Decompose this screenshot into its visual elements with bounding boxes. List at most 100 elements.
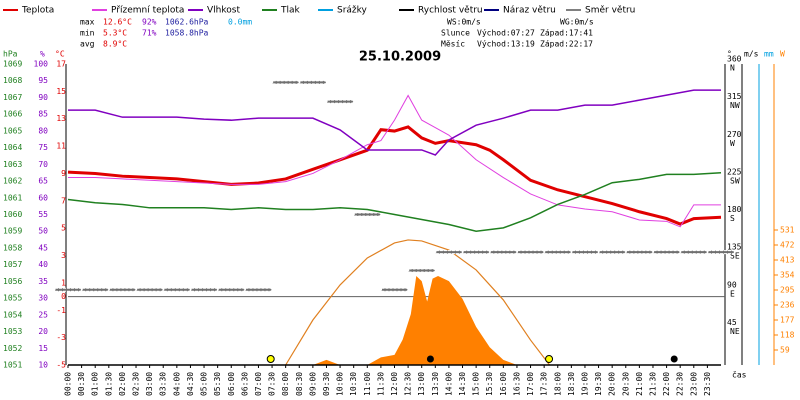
info-text: Západ:17:41 (540, 29, 593, 38)
x-tick-label: 02:30 (132, 372, 141, 396)
direction-mark (435, 250, 463, 255)
y-tick-label: 60 (38, 193, 48, 202)
legend-label: Přízemní teplota (111, 6, 184, 16)
stat-text: 1058.8hPa (165, 29, 209, 38)
y-tick-label: 1055 (3, 294, 22, 303)
stat-text: 92% (142, 18, 157, 27)
y-tick-label: -1 (56, 306, 66, 315)
y-tick-label: 1057 (3, 260, 22, 269)
direction-mark (381, 287, 408, 292)
direction-mark (244, 287, 272, 292)
x-tick-label: 12:00 (390, 372, 399, 396)
x-tick-label: 23:30 (703, 372, 712, 396)
moon-event (670, 355, 678, 363)
y-tick-label: 15 (38, 344, 48, 353)
compass-label: SE (730, 252, 740, 261)
y3-tick-label: 531 (780, 226, 795, 235)
info-text: WG:0m/s (560, 18, 594, 27)
series-line (67, 171, 722, 232)
direction-mark (136, 287, 164, 292)
direction-mark (489, 250, 517, 255)
sun-curve (285, 239, 551, 366)
x-tick-label: 03:30 (159, 372, 168, 396)
compass-label: N (730, 64, 735, 73)
x-tick-label: 11:00 (363, 372, 372, 396)
y-tick-label: 55 (38, 210, 48, 219)
stat-text: 5.3°C (103, 29, 127, 38)
x-tick-label: 04:00 (172, 372, 181, 396)
x-tick-label: 11:30 (376, 372, 385, 396)
y3-tick-label: 295 (780, 286, 795, 295)
stat-text: min (80, 29, 95, 38)
y3-tick-label: 59 (780, 346, 790, 355)
legend-label: Teplota (21, 6, 54, 16)
y-tick-label: 11 (56, 142, 66, 151)
y-tick-label: 85 (38, 110, 48, 119)
y2-tick-label: 135 (727, 243, 742, 252)
x-tick-label: 10:30 (349, 372, 358, 396)
y-tick-label: 9 (61, 169, 66, 178)
compass-label: S (730, 214, 735, 223)
info-text: WS:0m/s (447, 18, 481, 27)
info-text: Západ:22:17 (540, 40, 593, 49)
axis-unit: ° (727, 50, 732, 59)
y3-tick-label: 118 (780, 331, 795, 340)
y-tick-label: 1065 (3, 126, 22, 135)
x-tick-label: 02:00 (118, 372, 127, 396)
y-tick-label: 35 (38, 277, 48, 286)
y-tick-label: 0 (61, 292, 66, 301)
chart-title: 25.10.2009 (359, 50, 441, 65)
x-tick-label: 13:30 (431, 372, 440, 396)
y-tick-label: 50 (38, 227, 48, 236)
axis-unit: čas (732, 370, 747, 380)
stat-text: 12.6°C (103, 18, 132, 27)
y-tick-label: 40 (38, 260, 48, 269)
x-tick-label: 20:30 (621, 372, 630, 396)
legend-label: Rychlost větru (418, 6, 483, 16)
stat-text: avg (80, 40, 95, 49)
y2-tick-label: 180 (727, 205, 742, 214)
compass-label: NW (730, 101, 740, 110)
direction-mark (598, 250, 626, 255)
y-tick-label: 1 (61, 278, 66, 287)
direction-mark (544, 250, 572, 255)
x-tick-label: 15:00 (472, 372, 481, 396)
y-tick-label: 70 (38, 160, 48, 169)
x-tick-label: 15:30 (485, 372, 494, 396)
x-tick-label: 05:00 (200, 372, 209, 396)
direction-mark (217, 287, 245, 292)
direction-mark (108, 287, 136, 292)
y-tick-label: 20 (38, 327, 48, 336)
compass-label: W (730, 139, 735, 148)
y-tick-label: 1064 (3, 143, 22, 152)
y-tick-label: 1069 (3, 60, 22, 69)
x-tick-label: 00:00 (64, 372, 73, 396)
y-tick-label: 3 (61, 251, 66, 260)
legend-label: Směr větru (585, 6, 635, 16)
legend-label: Vlhkost (207, 6, 240, 16)
x-tick-label: 01:30 (104, 372, 113, 396)
legend-label: Náraz větru (503, 6, 556, 16)
x-tick-label: 09:00 (308, 372, 317, 396)
x-tick-label: 21:00 (635, 372, 644, 396)
sun-event (266, 355, 275, 363)
series-line (68, 94, 721, 228)
x-tick-label: 13:00 (417, 372, 426, 396)
y-tick-label: -3 (56, 333, 66, 342)
stat-text: 1062.6hPa (165, 18, 209, 27)
info-text: Slunce (441, 29, 470, 38)
direction-mark (326, 99, 354, 104)
y2-tick-label: 45 (727, 318, 737, 327)
y-tick-label: 65 (38, 177, 48, 186)
x-tick-label: 18:30 (567, 372, 576, 396)
x-tick-label: 07:00 (254, 372, 263, 396)
y-tick-label: 100 (34, 60, 49, 69)
x-tick-label: 19:00 (580, 372, 589, 396)
axis-unit: °C (55, 50, 65, 59)
x-tick-label: 06:30 (240, 372, 249, 396)
sun-event (545, 355, 554, 363)
direction-mark (653, 250, 681, 255)
x-tick-label: 00:30 (77, 372, 86, 396)
y-tick-label: 75 (38, 143, 48, 152)
axis-unit: W (780, 50, 785, 59)
